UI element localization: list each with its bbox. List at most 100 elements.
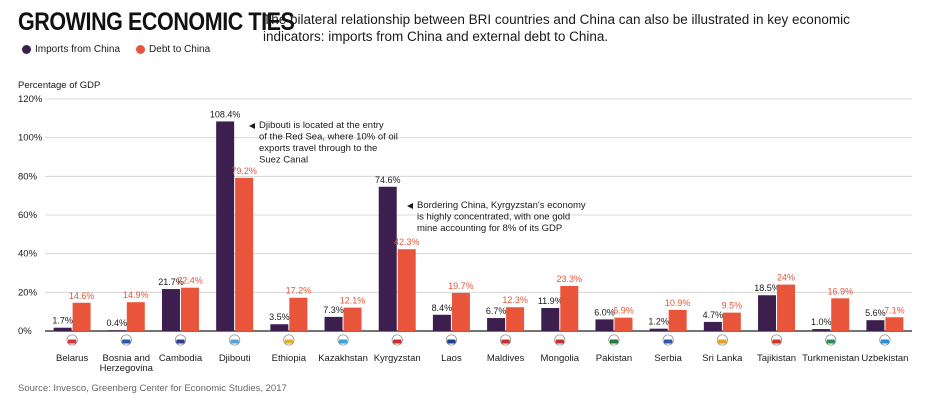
flag-icon-stripe — [338, 339, 348, 344]
bar-imports — [378, 186, 397, 331]
bar-imports — [812, 329, 831, 331]
bar-debt — [451, 292, 470, 331]
annotation-text: Suez Canal — [259, 155, 308, 166]
x-tick-label: Turkmenistan — [802, 353, 859, 364]
bar-imports — [541, 307, 560, 331]
y-tick-label: 20% — [18, 287, 38, 298]
legend-label-debt: Debt to China — [149, 44, 211, 55]
bar-debt — [831, 298, 850, 331]
legend-label-imports: Imports from China — [35, 44, 121, 55]
x-tick-label: Tajikistan — [757, 353, 796, 364]
data-label: 17.2% — [286, 286, 312, 296]
annotation-text: mine accounting for 8% of its GDP — [417, 223, 562, 234]
x-tick-label: Kyrgyzstan — [374, 353, 421, 364]
legend-swatch-imports — [22, 45, 31, 54]
data-label: 18.5% — [754, 283, 780, 293]
bar-imports — [703, 321, 722, 331]
data-label: 108.4% — [210, 109, 241, 119]
data-label: 1.0% — [811, 317, 832, 327]
x-tick-label: Kazakhstan — [318, 353, 368, 364]
bar-debt — [560, 285, 579, 331]
bar-debt — [72, 302, 91, 331]
bar-imports — [270, 324, 289, 331]
data-label: 1.7% — [52, 316, 73, 326]
bar-debt — [668, 309, 687, 331]
bar-imports — [866, 320, 885, 331]
bar-debt — [885, 317, 904, 331]
bar-debt — [397, 249, 416, 331]
data-label: 8.4% — [432, 303, 453, 313]
y-tick-label: 40% — [18, 249, 38, 260]
x-tick-label: Cambodia — [159, 353, 203, 364]
bar-imports — [432, 314, 451, 331]
y-tick-label: 120% — [18, 94, 43, 105]
data-label: 14.6% — [69, 291, 95, 301]
data-label: 24% — [777, 273, 795, 283]
x-tick-label: Uzbekistan — [861, 353, 908, 364]
bar-imports — [649, 328, 668, 331]
bar-imports — [53, 327, 72, 331]
y-tick-label: 60% — [18, 210, 38, 221]
data-label: 7.1% — [884, 305, 905, 315]
bar-debt — [506, 307, 525, 331]
annotation-text: Djibouti is located at the entry — [259, 120, 384, 131]
bar-imports — [758, 295, 777, 331]
annotation-text: is highly concentrated, with one gold — [417, 212, 570, 223]
data-label: 11.9% — [538, 296, 563, 306]
data-label: 21.7% — [158, 277, 184, 287]
x-tick-label: Maldives — [487, 353, 525, 364]
data-label: 6.9% — [613, 306, 634, 316]
x-tick-label: Pakistan — [596, 353, 632, 364]
data-label: 22.4% — [177, 276, 203, 286]
flag-icon-stripe — [609, 339, 619, 344]
x-tick-label: Serbia — [654, 353, 682, 364]
legend: Imports from China Debt to China — [22, 44, 210, 55]
data-label: 12.3% — [502, 295, 528, 305]
flag-icon-stripe — [663, 339, 673, 344]
data-label: 19.7% — [448, 281, 474, 291]
flag-icon-stripe — [284, 339, 294, 344]
bar-debt — [180, 287, 199, 331]
source-note: Source: Invesco, Greenberg Center for Ec… — [18, 383, 287, 394]
bar-imports — [324, 316, 343, 331]
data-label: 74.6% — [375, 175, 401, 185]
data-label: 6.0% — [594, 307, 615, 317]
flag-icon-stripe — [880, 339, 890, 344]
flag-icon-stripe — [447, 339, 456, 344]
legend-item-debt: Debt to China — [136, 44, 210, 55]
flag-icon-stripe — [67, 339, 77, 344]
data-label: 23.3% — [557, 274, 583, 284]
y-tick-label: 100% — [18, 133, 43, 144]
data-label: 5.6% — [865, 308, 886, 318]
flag-icon-stripe — [772, 339, 781, 344]
annotation-text: Bordering China, Kyrgyzstan's economy — [417, 200, 586, 211]
flag-icon-stripe — [555, 339, 564, 344]
data-label: 42.3% — [394, 237, 420, 247]
bar-imports — [487, 318, 506, 331]
data-label: 7.3% — [323, 305, 344, 315]
bar-debt — [289, 297, 308, 331]
bar-imports — [216, 121, 235, 331]
annotation-text: exports travel through to the — [259, 143, 377, 154]
flag-icon-stripe — [230, 339, 239, 344]
y-tick-label: 0% — [18, 326, 32, 337]
flag-icon-stripe — [393, 339, 402, 344]
data-label: 6.7% — [486, 306, 507, 316]
data-label: 0.4% — [107, 318, 128, 328]
x-tick-label: Belarus — [56, 353, 88, 364]
data-label: 3.5% — [269, 312, 290, 322]
x-tick-label: Herzegovina — [100, 363, 154, 374]
data-label: 10.9% — [665, 298, 691, 308]
x-tick-label: Bosnia and — [103, 353, 151, 364]
x-tick-label: Ethiopia — [272, 353, 307, 364]
bar-debt — [126, 302, 145, 331]
bar-debt — [614, 317, 633, 331]
data-label: 9.5% — [722, 301, 743, 311]
x-tick-label: Djibouti — [219, 353, 251, 364]
y-axis-label: Percentage of GDP — [18, 80, 100, 91]
x-tick-label: Mongolia — [541, 353, 580, 364]
bar-debt — [235, 177, 254, 331]
flag-icon-stripe — [176, 339, 185, 344]
flag-icon-stripe — [718, 339, 727, 344]
